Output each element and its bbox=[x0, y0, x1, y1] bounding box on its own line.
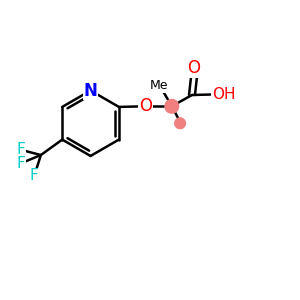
Text: OH: OH bbox=[212, 87, 236, 102]
Text: O: O bbox=[187, 59, 200, 77]
Text: F: F bbox=[30, 168, 39, 183]
Text: N: N bbox=[84, 82, 98, 100]
Text: F: F bbox=[16, 142, 25, 157]
Text: N: N bbox=[84, 82, 98, 100]
Circle shape bbox=[175, 118, 185, 129]
Circle shape bbox=[165, 100, 178, 113]
Text: F: F bbox=[30, 168, 39, 183]
Text: Me: Me bbox=[150, 79, 169, 92]
Text: F: F bbox=[16, 156, 25, 171]
Text: OH: OH bbox=[212, 87, 236, 102]
Text: F: F bbox=[16, 142, 25, 157]
Text: O: O bbox=[187, 59, 200, 77]
Text: O: O bbox=[139, 97, 152, 115]
Text: O: O bbox=[139, 97, 152, 115]
Text: Me: Me bbox=[150, 79, 169, 92]
Text: F: F bbox=[16, 156, 25, 171]
